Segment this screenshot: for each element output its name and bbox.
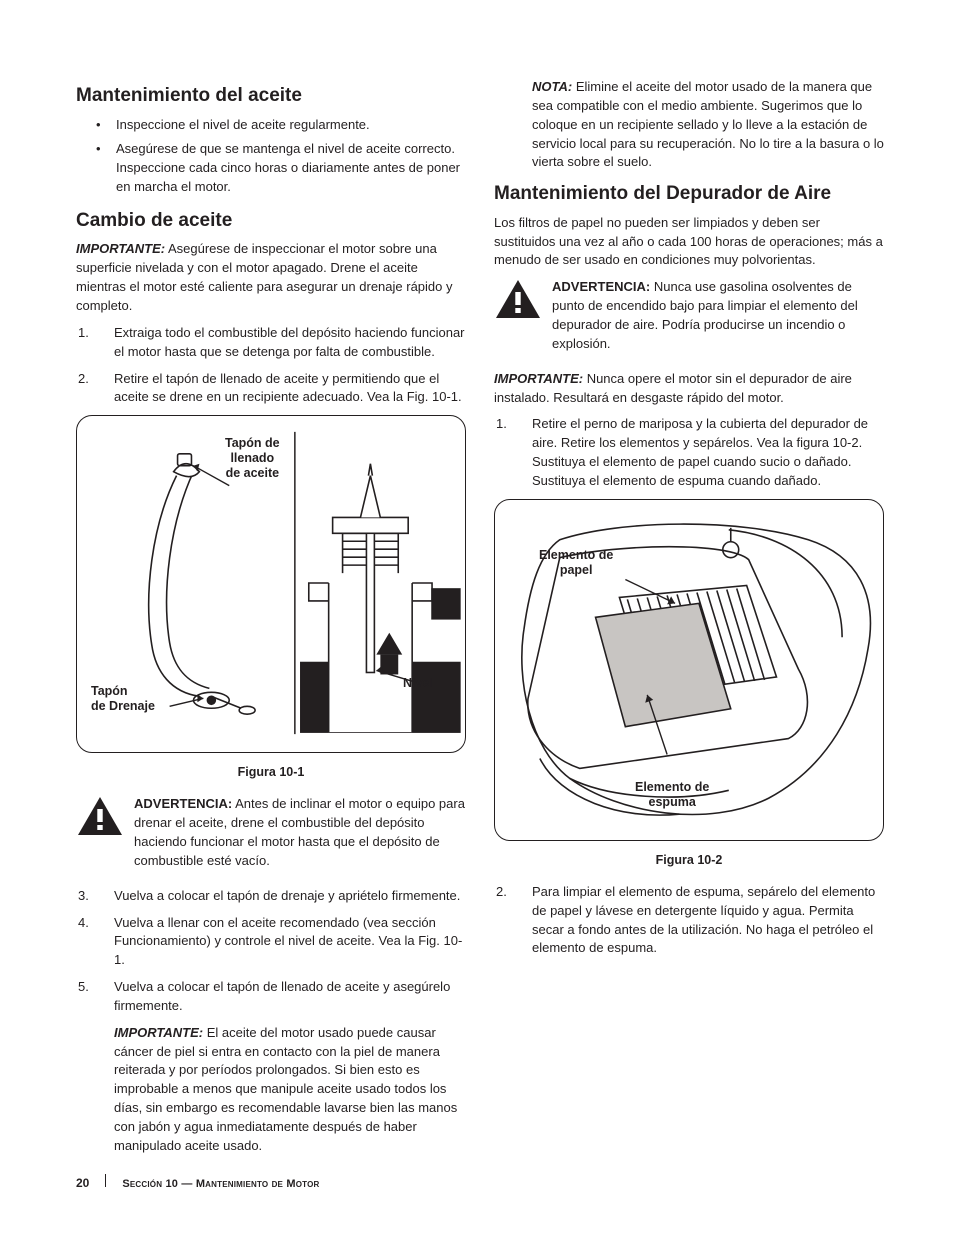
page-footer: 20 Sección 10 — Mantenimiento de Motor: [76, 1174, 319, 1193]
list-item: Asegúrese de que se mantenga el nivel de…: [96, 140, 466, 197]
list-item: 5.Vuelva a colocar el tapón de llenado d…: [76, 978, 466, 1016]
warning-text: ADVERTENCIA: Antes de inclinar el motor …: [134, 795, 466, 870]
warning-icon: [76, 795, 124, 837]
important-note-air: IMPORTANTE: Nunca opere el motor sin el …: [494, 370, 884, 408]
callout-fill-cap: Tapón de llenado de aceite: [225, 436, 280, 481]
warning-row: ADVERTENCIA: Antes de inclinar el motor …: [76, 795, 466, 878]
nota-block: NOTA: Elimine el aceite del motor usado …: [494, 78, 884, 172]
list-item: 4.Vuelva a llenar con el aceite recomend…: [76, 914, 466, 971]
footer-separator: [105, 1174, 106, 1187]
important-label: IMPORTANTE:: [76, 241, 165, 256]
warning-text: ADVERTENCIA: Nunca use gasolina osolvent…: [552, 278, 884, 353]
air-steps: 1.Retire el perno de mariposa y la cubie…: [494, 415, 884, 490]
list-item: 1.Extraiga todo el combustible del depós…: [76, 324, 466, 362]
warning-row-air: ADVERTENCIA: Nunca use gasolina osolvent…: [494, 278, 884, 361]
page-number: 20: [76, 1175, 89, 1192]
steps-b: 3.Vuelva a colocar el tapón de drenaje y…: [76, 887, 466, 1016]
important-note-2: IMPORTANTE: El aceite del motor usado pu…: [76, 1024, 466, 1156]
callout-level: Nivel: [403, 676, 433, 691]
oil-bullets: Inspeccione el nivel de aceite regularme…: [76, 116, 466, 197]
callout-drain-cap: Tapón de Drenaje: [91, 684, 155, 714]
figure-10-2: Elemento de papel Elemento de espuma: [494, 499, 884, 841]
section-label: Sección 10 — Mantenimiento de Motor: [122, 1177, 319, 1193]
important-label: IMPORTANTE:: [114, 1025, 203, 1040]
important-label: IMPORTANTE:: [494, 371, 583, 386]
warning-label: ADVERTENCIA:: [134, 796, 232, 811]
heading-oil-change: Cambio de aceite: [76, 207, 466, 235]
figure-10-1-caption: Figura 10-1: [76, 763, 466, 781]
figure-10-1: Tapón de llenado de aceite Tapón de Dren…: [76, 415, 466, 753]
right-column: NOTA: Elimine el aceite del motor usado …: [494, 78, 884, 1164]
nota-label: NOTA:: [532, 79, 572, 94]
steps-a: 1.Extraiga todo el combustible del depós…: [76, 324, 466, 407]
heading-oil-maintenance: Mantenimiento del aceite: [76, 82, 466, 110]
list-item: 2.Retire el tapón de llenado de aceite y…: [76, 370, 466, 408]
air-intro: Los filtros de papel no pueden ser limpi…: [494, 214, 884, 271]
important-note: IMPORTANTE: Asegúrese de inspeccionar el…: [76, 240, 466, 315]
figure-10-2-caption: Figura 10-2: [494, 851, 884, 869]
list-item: 2.Para limpiar el elemento de espuma, se…: [494, 883, 884, 958]
callout-paper: Elemento de papel: [539, 548, 613, 578]
list-item: 1.Retire el perno de mariposa y la cubie…: [494, 415, 884, 490]
callout-foam: Elemento de espuma: [635, 780, 709, 810]
list-item: Inspeccione el nivel de aceite regularme…: [96, 116, 466, 135]
warning-icon: [494, 278, 542, 320]
heading-air-cleaner: Mantenimiento del Depurador de Aire: [494, 180, 884, 208]
air-steps-2: 2.Para limpiar el elemento de espuma, se…: [494, 883, 884, 958]
list-item: 3.Vuelva a colocar el tapón de drenaje y…: [76, 887, 466, 906]
warning-label: ADVERTENCIA:: [552, 279, 650, 294]
left-column: Mantenimiento del aceite Inspeccione el …: [76, 78, 466, 1164]
